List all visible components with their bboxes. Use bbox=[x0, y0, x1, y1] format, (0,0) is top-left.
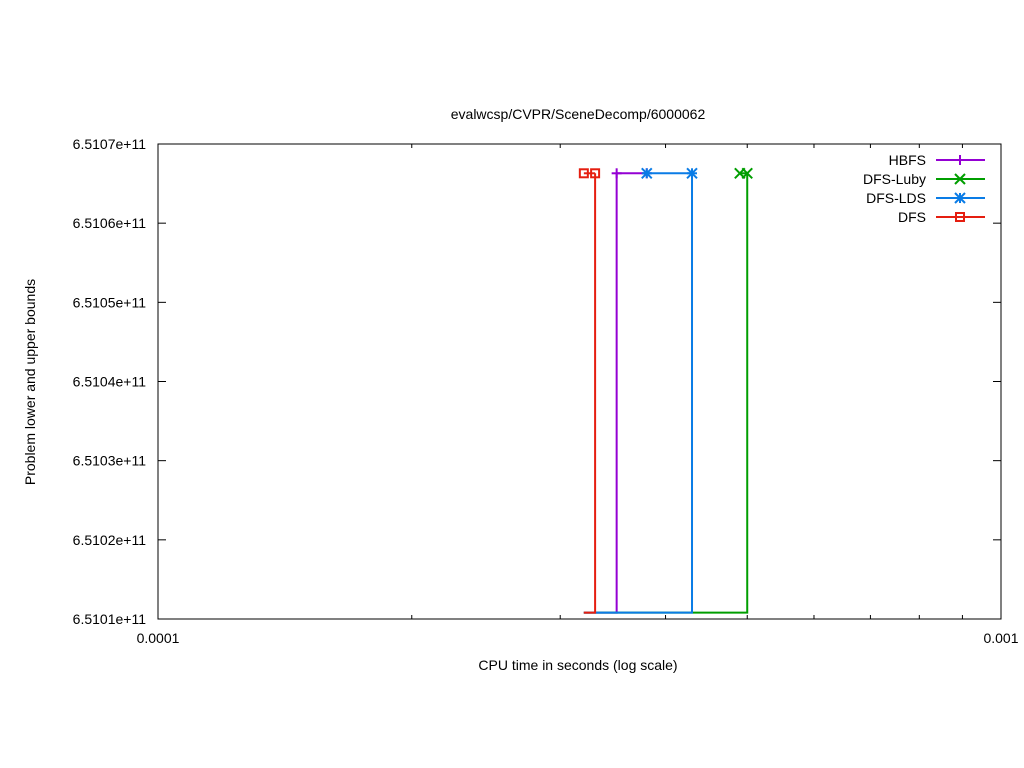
series-bound-line bbox=[583, 173, 618, 614]
series-bound-line bbox=[583, 173, 694, 614]
series-bound-line bbox=[583, 173, 749, 614]
marker-square bbox=[590, 168, 601, 179]
marker-star bbox=[641, 167, 653, 179]
marker-stroke bbox=[741, 167, 753, 179]
marker-cross bbox=[954, 173, 966, 185]
chart-title: evalwcsp/CVPR/SceneDecomp/6000062 bbox=[451, 106, 706, 122]
marker-plus bbox=[955, 155, 965, 165]
series-bound-line bbox=[583, 173, 597, 614]
marker-stroke bbox=[578, 168, 589, 179]
marker-star bbox=[954, 192, 966, 204]
plot-frame bbox=[157, 143, 1002, 620]
marker-plus bbox=[611, 168, 622, 179]
legend-label: DFS-LDS bbox=[866, 190, 926, 206]
marker-stroke bbox=[641, 167, 653, 179]
marker-stroke bbox=[955, 212, 965, 222]
legend-label: HBFS bbox=[889, 152, 926, 168]
x-axis-label: CPU time in seconds (log scale) bbox=[478, 657, 677, 673]
y-tick-label: 6.5103e+11 bbox=[73, 453, 147, 469]
legend-label: DFS bbox=[898, 209, 926, 225]
y-tick-label: 6.5105e+11 bbox=[73, 294, 147, 310]
y-tick-label: 6.5102e+11 bbox=[73, 532, 147, 548]
x-tick-label: 0.001 bbox=[983, 630, 1018, 646]
marker-stroke bbox=[954, 192, 966, 204]
marker-star bbox=[686, 167, 698, 179]
marker-stroke bbox=[686, 167, 698, 179]
y-tick-label: 6.5104e+11 bbox=[73, 374, 147, 390]
marker-square bbox=[578, 168, 589, 179]
plot-area: 6.5101e+11 6.5102e+11 6.5103e+11 6.5104e+11… bbox=[73, 136, 1019, 646]
marker-cross bbox=[741, 167, 753, 179]
series-hbfs bbox=[583, 168, 652, 614]
y-axis-label: Problem lower and upper bounds bbox=[22, 279, 38, 485]
series-dfs-lds bbox=[583, 167, 698, 614]
series-dfs bbox=[578, 168, 601, 614]
marker-stroke bbox=[954, 173, 966, 185]
y-tick-label: 6.5107e+11 bbox=[73, 136, 147, 152]
marker-stroke bbox=[590, 168, 601, 179]
y-tick-label: 6.5101e+11 bbox=[73, 611, 147, 627]
marker-square bbox=[955, 212, 965, 222]
y-tick-label: 6.5106e+11 bbox=[73, 215, 147, 231]
x-tick-label: 0.0001 bbox=[137, 630, 180, 646]
legend-label: DFS-Luby bbox=[863, 171, 926, 187]
legend: HBFS DFS-Luby DFS-LDS DFS bbox=[863, 152, 985, 225]
series-dfs-luby bbox=[583, 167, 753, 614]
